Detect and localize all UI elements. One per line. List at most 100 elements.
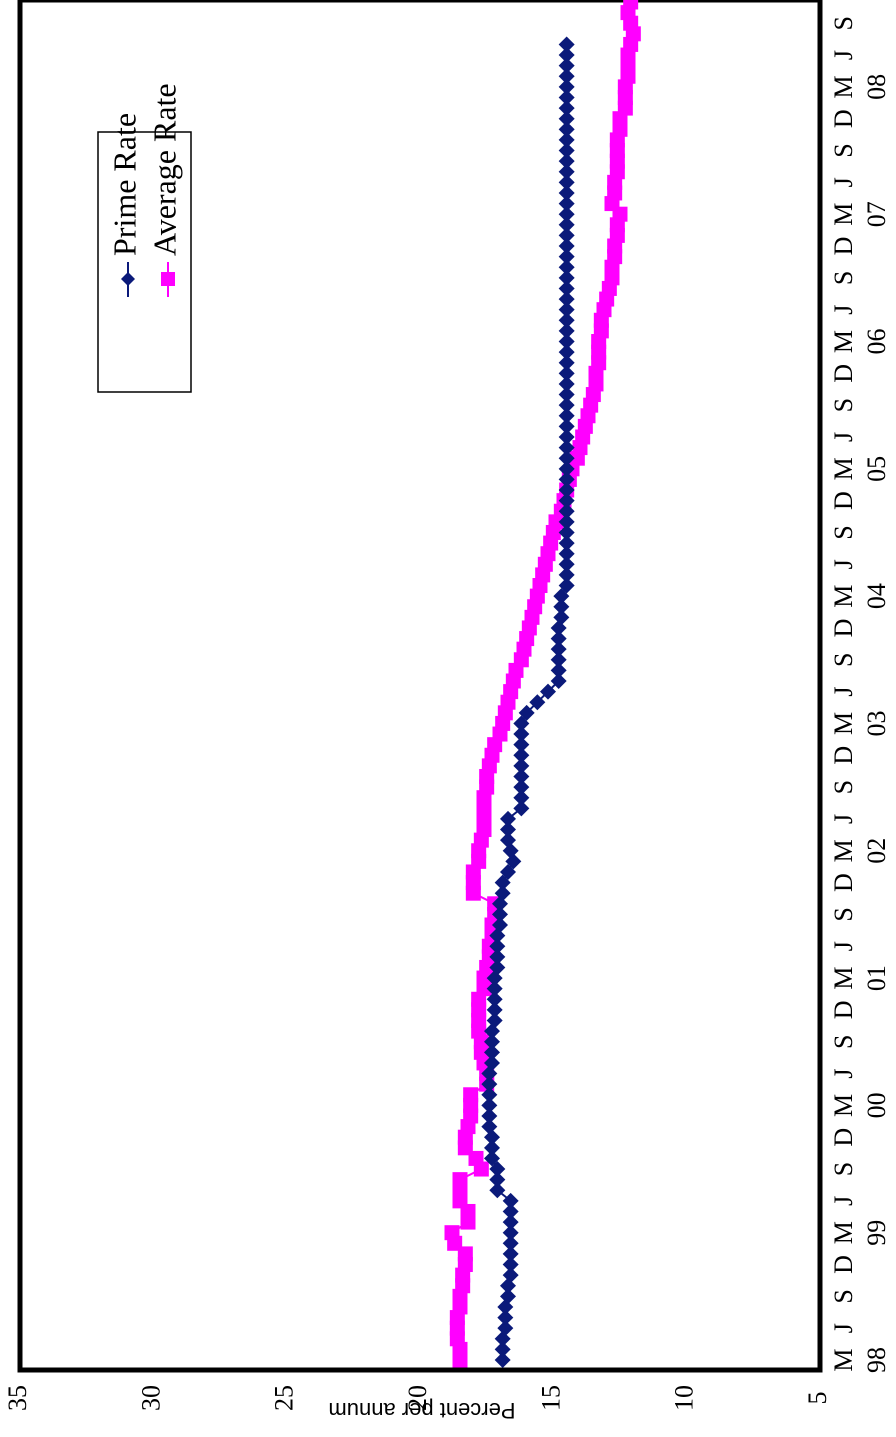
month-tick-label: J [829,432,858,442]
data-point [481,1076,498,1093]
data-point [492,917,508,934]
series-average-rate [444,0,641,1368]
data-point [494,885,511,902]
month-tick-label: M [829,712,858,735]
plot-frame [17,0,823,1373]
data-point [558,577,575,594]
month-tick-label: J [829,814,858,824]
month-tick-label: M [829,967,858,990]
month-tick-label: J [829,559,858,569]
data-point [558,322,575,339]
data-point [481,1097,498,1114]
data-point [558,206,575,223]
data-point [558,545,575,562]
data-point [489,948,506,965]
month-tick-label: S [829,1289,858,1303]
data-point [558,354,575,371]
month-tick-label: J [829,1068,858,1078]
data-point [558,439,575,456]
y-tick-label: 20 [403,1385,432,1411]
y-axis-title-group: Percent per annum [328,1398,515,1423]
data-point [444,1225,460,1241]
year-tick-label: 02 [862,838,891,864]
month-tick-label: S [829,525,858,539]
y-tick-label: 30 [136,1385,165,1411]
month-tick-label: D [829,746,858,765]
data-point [486,1012,503,1029]
year-tick-label: 04 [862,583,891,609]
data-point [489,938,506,955]
year-tick-label: 03 [862,710,891,736]
month-tick-label: D [829,619,858,638]
legend-label: Average Rate [146,83,182,256]
data-point [494,1341,511,1358]
month-tick-label: M [829,457,858,480]
data-point [558,450,575,467]
data-point [558,397,575,414]
month-tick-label: J [829,177,858,187]
data-point [558,566,575,583]
data-point [558,100,575,117]
year-tick-label: 08 [862,74,891,100]
data-point [513,726,530,743]
data-point [550,662,567,679]
data-point [558,407,575,424]
legend-label: Prime Rate [106,113,142,256]
data-point [558,163,575,180]
data-point [558,535,575,552]
data-point [484,1150,500,1167]
data-point [558,227,575,244]
data-point [502,1214,519,1231]
data-point [463,1087,479,1103]
data-point [558,142,575,159]
data-point [513,768,530,785]
month-tick-label: D [829,1255,858,1274]
data-point [558,344,575,361]
month-tick-label: J [829,1323,858,1333]
data-point [502,1256,519,1273]
y-tick-label: 15 [536,1385,565,1411]
data-point [486,991,503,1008]
data-point [540,683,556,700]
data-point [558,291,575,308]
data-point [558,333,575,350]
legend-box [97,131,192,393]
month-tick-label: S [829,398,858,412]
data-point [558,365,575,382]
x-tick-labels: MJSDMJSDMJSDMJSDMJSDMJSDMJSDMJSDMJSDMJSD… [829,16,891,1373]
series-prime-rate [481,36,575,1368]
data-point [481,1107,498,1124]
data-point [550,630,567,647]
data-point [502,1235,519,1252]
data-point [558,153,575,170]
data-point [558,482,575,499]
data-point [558,174,575,191]
data-point [558,121,575,138]
y-tick-label: 10 [670,1385,699,1411]
data-point [500,810,516,827]
data-point [558,89,575,106]
month-tick-label: M [829,1094,858,1117]
month-tick-label: D [829,1128,858,1147]
month-tick-label: J [829,305,858,315]
data-point [558,428,575,445]
month-tick-label: M [829,1221,858,1244]
month-tick-label: M [829,1348,858,1371]
data-point [513,789,530,806]
month-tick-label: S [829,653,858,667]
data-point [513,757,530,774]
month-tick-label: S [829,1162,858,1176]
month-tick-label: S [829,1034,858,1048]
data-point [558,492,575,509]
data-point [486,1001,503,1018]
data-point [558,259,575,276]
month-tick-label: M [829,330,858,353]
legend-item: Prime Rate [106,113,142,297]
month-tick-label: M [829,839,858,862]
month-tick-label: M [829,75,858,98]
data-point [484,1054,500,1071]
data-point [558,47,575,64]
y-tick-label: 35 [3,1385,32,1411]
year-tick-label: 99 [862,1220,891,1246]
